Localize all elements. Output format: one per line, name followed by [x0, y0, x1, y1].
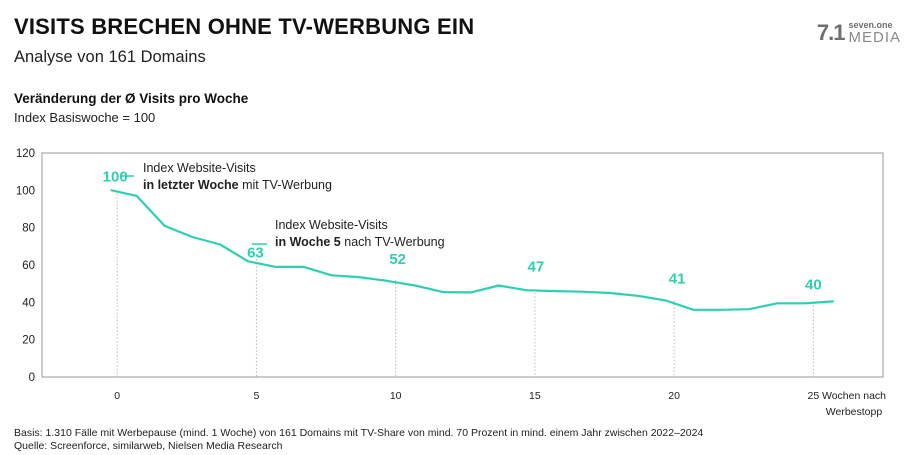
- annotation-line2: in Woche 5 nach TV-Werbung: [275, 235, 445, 249]
- data-label: 47: [528, 258, 545, 275]
- logo-mark: 7.1: [816, 20, 846, 45]
- chart-subtitle: Index Basiswoche = 100: [14, 110, 156, 125]
- sevenone-media-logo: 7.1 seven.one MEDIA: [817, 20, 901, 46]
- x-tick-label: 0: [114, 390, 120, 402]
- annotation-bold: in letzter Woche: [143, 178, 239, 192]
- page-title: VISITS BRECHEN OHNE TV-WERBUNG EIN: [14, 14, 475, 39]
- data-label: 40: [805, 276, 822, 293]
- y-tick-label: 80: [22, 223, 35, 235]
- x-tick-label: 10: [390, 390, 402, 402]
- data-label: 100: [103, 168, 128, 185]
- data-label: 63: [247, 244, 264, 261]
- y-tick-label: 20: [22, 335, 35, 347]
- y-tick-label: 60: [22, 260, 35, 272]
- footer-source: Quelle: Screenforce, similarweb, Nielsen…: [14, 440, 283, 452]
- x-tick-label: 15: [529, 390, 541, 402]
- y-tick-label: 40: [22, 297, 35, 309]
- x-tick-label: 5: [254, 390, 260, 402]
- x-tick-label: 20: [668, 390, 680, 402]
- y-tick-label: 100: [16, 185, 35, 197]
- data-label: 41: [669, 270, 686, 287]
- annotation-rest: nach TV-Werbung: [341, 235, 445, 249]
- chart-title: Veränderung der Ø Visits pro Woche: [14, 91, 249, 106]
- x-axis-label: Wochen nach: [822, 390, 886, 402]
- annotation-line1: Index Website-Visits: [275, 218, 388, 232]
- logo-top-text: seven.one: [848, 20, 893, 30]
- y-tick-label: 0: [29, 372, 35, 384]
- annotation-line1: Index Website-Visits: [143, 161, 256, 175]
- footer: Basis: 1.310 Fälle mit Werbepause (mind.…: [14, 427, 703, 453]
- page-subtitle: Analyse von 161 Domains: [14, 48, 206, 66]
- data-label: 52: [389, 251, 406, 268]
- annotation-bold: in Woche 5: [275, 235, 341, 249]
- annotation-rest: mit TV-Werbung: [239, 178, 332, 192]
- plot-frame: [41, 152, 884, 378]
- logo-bottom-text: MEDIA: [848, 29, 901, 46]
- annotation-line2: in letzter Woche mit TV-Werbung: [143, 178, 332, 192]
- y-tick-label: 120: [16, 148, 35, 160]
- x-tick-label: 25: [808, 390, 820, 402]
- footer-basis: Basis: 1.310 Fälle mit Werbepause (mind.…: [14, 427, 704, 439]
- series-line: [110, 189, 835, 311]
- x-axis-label: Werbestopp: [826, 406, 883, 418]
